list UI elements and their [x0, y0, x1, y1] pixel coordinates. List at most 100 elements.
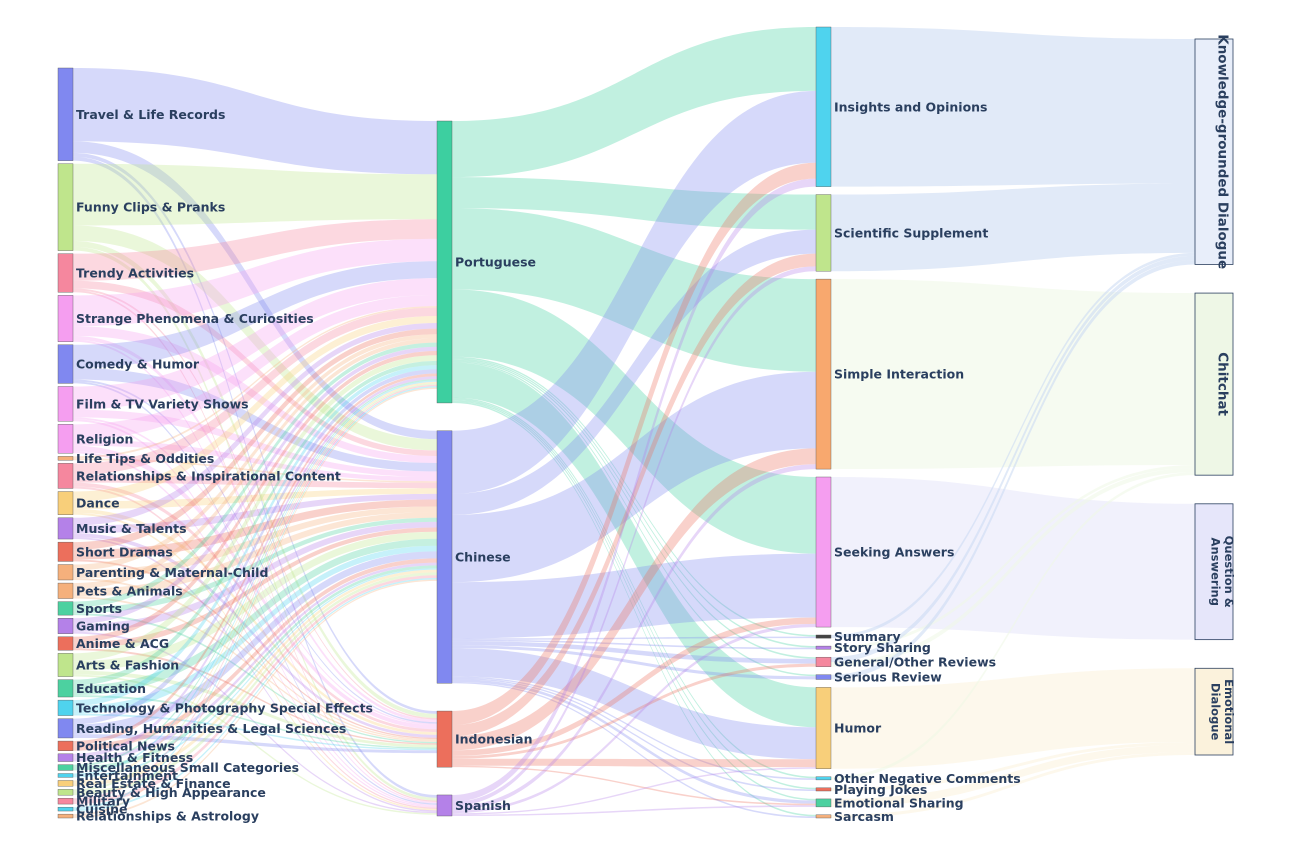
label-c20: Reading, Humanities & Legal Sciences: [76, 721, 346, 736]
link-c0-l0: [73, 68, 437, 175]
link-c1-l1: [73, 225, 437, 451]
link-c20-l1: [73, 551, 437, 735]
link-l3-t11: [452, 805, 816, 816]
label-c15: Gaming: [76, 618, 130, 633]
label-c28: Cuisine: [76, 802, 127, 817]
node-c1: [57, 163, 74, 251]
link-c18-l0: [73, 360, 437, 686]
label-c9: Dance: [76, 496, 120, 511]
label-c17: Arts & Fashion: [76, 657, 179, 672]
node-t3: [815, 476, 832, 628]
link-c14-l0: [73, 342, 437, 608]
link-c18-l1: [73, 538, 437, 696]
link-c0-l1: [73, 141, 437, 440]
link-c20-l2: [73, 734, 437, 754]
node-l3: [436, 794, 453, 817]
link-t6-d0: [831, 255, 1195, 662]
link-l1-t8: [452, 648, 816, 760]
label-c3: Strange Phenomena & Curiosities: [76, 311, 314, 326]
link-l3-t2: [452, 464, 816, 811]
label-d2-line0: Question &: [1222, 536, 1236, 608]
link-c5-l0: [73, 278, 437, 410]
link-c4-l3: [73, 381, 437, 805]
label-t5: Story Sharing: [834, 640, 931, 655]
node-t0: [815, 26, 832, 187]
node-c28: [57, 806, 74, 812]
link-c25-l0: [73, 381, 437, 783]
link-c21-l0: [73, 373, 437, 745]
label-c13: Pets & Animals: [76, 583, 183, 598]
label-c7: Life Tips & Oddities: [76, 451, 214, 466]
link-c5-l1: [73, 409, 437, 478]
link-c12-l1: [73, 506, 437, 579]
link-c19-l1: [73, 545, 437, 714]
node-c2: [57, 253, 74, 293]
link-c13-l2: [73, 596, 437, 742]
node-t9: [815, 776, 832, 781]
label-c25: Real Estate & Finance: [76, 776, 231, 791]
link-t2-d1: [831, 279, 1195, 470]
link-c3-l3: [73, 339, 437, 804]
link-l0-t6: [452, 359, 816, 659]
node-c20: [57, 718, 74, 739]
link-l1-t0: [452, 90, 816, 494]
link-c4-l2: [73, 379, 437, 724]
link-l0-t5: [452, 358, 816, 648]
link-c29-l1: [73, 579, 437, 818]
link-c0-l3: [73, 156, 437, 798]
link-l1-t6: [452, 641, 816, 664]
link-c14-l1: [73, 517, 437, 614]
node-d1: [1194, 292, 1234, 476]
node-d3: [1194, 667, 1234, 756]
label-c5: Film & TV Variety Shows: [76, 396, 249, 411]
node-c7: [57, 456, 74, 461]
link-l0-t12: [452, 401, 816, 817]
link-l1-t12: [452, 681, 816, 818]
label-c19: Technology & Photography Special Effects: [76, 700, 373, 715]
label-c2: Trendy Activities: [76, 265, 194, 280]
link-c2-l2: [73, 288, 437, 720]
node-l0: [436, 120, 453, 404]
link-c4-l0: [73, 261, 437, 368]
link-l0-t3: [452, 289, 816, 554]
label-t8: Humor: [834, 721, 882, 736]
link-c9-l1: [73, 488, 437, 509]
label-l1: Chinese: [455, 550, 511, 565]
node-c23: [57, 764, 74, 771]
link-l0-t0: [452, 27, 816, 178]
link-l3-t0: [452, 178, 816, 802]
link-c5-l2: [73, 417, 437, 726]
link-c15-l3: [73, 631, 437, 814]
node-c13: [57, 582, 74, 599]
label-c16: Anime & ACG: [76, 636, 169, 651]
label-c4: Comedy & Humor: [76, 357, 200, 372]
link-c17-l1: [73, 531, 437, 671]
link-t0-d0: [831, 27, 1195, 187]
node-c16: [57, 636, 74, 651]
link-c15-l0: [73, 346, 437, 625]
node-c15: [57, 618, 74, 634]
sankey-links: [73, 27, 1195, 818]
label-t7: Serious Review: [834, 670, 942, 685]
node-c27: [57, 798, 74, 805]
link-c19-l0: [73, 365, 437, 706]
link-c10-l1: [73, 493, 437, 534]
node-c0: [57, 67, 74, 161]
link-l0-t1: [452, 177, 816, 230]
link-c18-l2: [73, 695, 437, 749]
link-l0-t7: [452, 360, 816, 677]
link-c3-l2: [73, 335, 437, 723]
link-c9-l3: [73, 512, 437, 811]
label-l2: Indonesian: [455, 732, 533, 747]
link-l2-t8: [452, 758, 816, 768]
link-c27-l0: [73, 384, 437, 801]
node-t4: [815, 634, 832, 639]
label-c1: Funny Clips & Pranks: [76, 200, 225, 215]
link-c5-l3: [73, 419, 437, 807]
link-c11-l0: [73, 328, 437, 550]
label-c12: Parenting & Maternal-Child: [76, 565, 268, 580]
label-d3-line1: Dialogue: [1208, 683, 1222, 741]
link-l1-t5: [452, 639, 816, 650]
link-c7-l0: [73, 306, 437, 459]
link-c1-l3: [73, 246, 437, 801]
